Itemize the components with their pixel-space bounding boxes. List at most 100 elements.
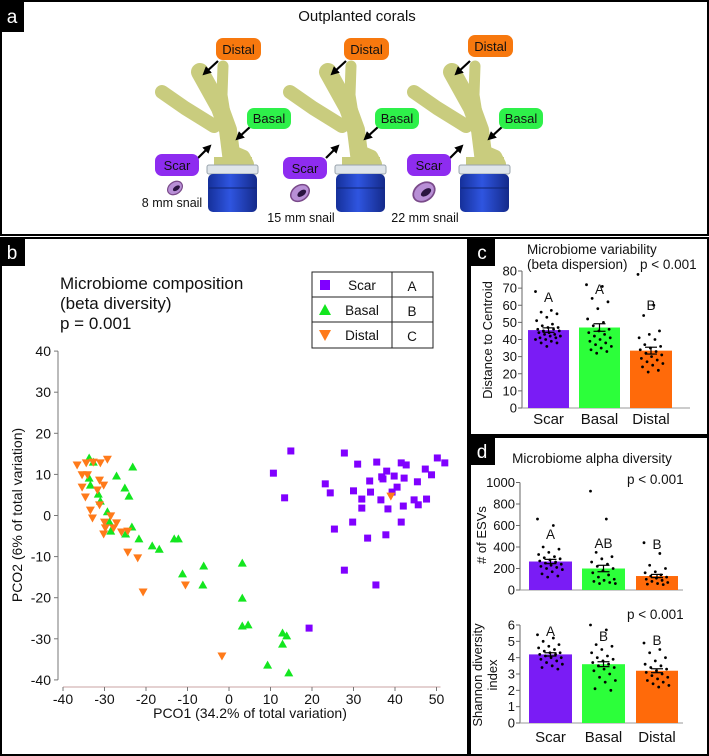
- data-point: [659, 664, 663, 668]
- data-point: [592, 669, 596, 673]
- data-point: [546, 575, 550, 579]
- data-point: [547, 550, 551, 554]
- coral-branch: [468, 60, 484, 126]
- data-point: [604, 517, 608, 521]
- x-tick-label: 40: [387, 691, 403, 707]
- data-point: [638, 348, 642, 352]
- y-tick-label: 5: [508, 634, 515, 649]
- scar-point: [340, 566, 348, 574]
- scar-point: [366, 477, 374, 485]
- distal-point: [180, 581, 190, 590]
- data-point: [656, 677, 659, 681]
- legend-group-letter: A: [407, 279, 416, 294]
- panel-a-title: Outplanted corals: [298, 8, 416, 25]
- data-point: [560, 568, 564, 571]
- data-point: [610, 555, 614, 559]
- data-point: [553, 332, 557, 336]
- scar-point: [413, 478, 421, 486]
- basal-point: [84, 473, 94, 482]
- data-point: [534, 290, 537, 293]
- distal-point: [138, 588, 148, 597]
- y-tick-label: 4: [508, 650, 515, 665]
- scar-point: [402, 461, 410, 469]
- distal-point: [106, 512, 116, 521]
- basal-point: [134, 534, 144, 543]
- y-tick-label: 600: [493, 518, 515, 533]
- data-point: [539, 341, 543, 345]
- distal-point: [99, 481, 109, 490]
- scar-point: [287, 447, 295, 455]
- data-point: [592, 580, 596, 583]
- data-point: [652, 303, 656, 307]
- data-point: [661, 583, 665, 587]
- basal-label-badge: [247, 108, 291, 129]
- basal-point: [85, 480, 95, 489]
- svg-text:c: c: [477, 243, 487, 264]
- data-point: [609, 688, 613, 692]
- distal-point: [100, 524, 110, 533]
- scar-point: [358, 495, 366, 503]
- data-point: [645, 679, 649, 682]
- bar-basal: [582, 664, 625, 723]
- data-point: [548, 334, 552, 338]
- y-tick-label: 20: [503, 366, 517, 381]
- data-point: [593, 687, 597, 691]
- significance-letter: B: [652, 633, 661, 648]
- data-point: [550, 570, 554, 574]
- data-point: [537, 646, 541, 650]
- scar-point: [305, 624, 313, 632]
- arrow-icon: [487, 126, 503, 141]
- basal-point: [278, 639, 288, 648]
- y-tick-label: 800: [493, 497, 515, 512]
- data-point: [642, 641, 646, 645]
- pot-ring: [334, 164, 387, 175]
- panel-d-ylabel-shannon-1: Shannon diversity: [470, 623, 485, 727]
- data-point: [555, 341, 559, 345]
- arrow-icon: [325, 144, 340, 159]
- data-point: [552, 327, 555, 331]
- data-point: [557, 547, 561, 551]
- y-tick-label: 0: [43, 508, 51, 524]
- scar-point: [397, 459, 405, 467]
- data-point: [608, 672, 612, 676]
- data-point: [591, 571, 595, 575]
- basal-point: [104, 517, 114, 526]
- data-point: [551, 322, 554, 326]
- distal-point: [112, 519, 122, 528]
- scar-point: [393, 483, 401, 491]
- scar-label: Scar: [416, 158, 443, 173]
- distal-point: [95, 501, 105, 510]
- distal-point: [72, 461, 82, 470]
- data-point: [540, 666, 544, 669]
- x-tick-label: 20: [304, 691, 320, 707]
- data-point: [643, 571, 647, 575]
- arrow-icon: [202, 60, 219, 76]
- distal-label: Distal: [350, 42, 383, 57]
- x-tick-label: -30: [94, 691, 114, 707]
- data-point: [558, 334, 562, 338]
- y-tick-label: 200: [493, 561, 515, 576]
- data-point: [607, 573, 610, 577]
- panel-label-a: a: [0, 0, 24, 32]
- basal-label: Basal: [253, 111, 286, 126]
- data-point: [588, 339, 592, 343]
- y-tick-label: 60: [503, 298, 517, 313]
- legend-label: Scar: [348, 278, 376, 293]
- coral-base: [342, 157, 380, 167]
- data-point: [612, 666, 616, 669]
- data-point: [545, 344, 549, 348]
- data-point: [653, 659, 657, 663]
- panel-c-frame: [469, 237, 709, 436]
- scar-label-badge: [283, 157, 327, 179]
- y-tick-label: 20: [35, 425, 51, 441]
- data-point: [608, 581, 612, 584]
- data-point: [612, 577, 616, 581]
- significance-letter: A: [546, 624, 555, 639]
- basal-point: [198, 580, 208, 589]
- distal-point: [77, 483, 87, 492]
- data-point: [539, 310, 543, 314]
- scar-point: [390, 472, 398, 480]
- x-tick-label: -10: [177, 691, 197, 707]
- coral-branch: [344, 60, 360, 126]
- coral-base: [466, 157, 504, 167]
